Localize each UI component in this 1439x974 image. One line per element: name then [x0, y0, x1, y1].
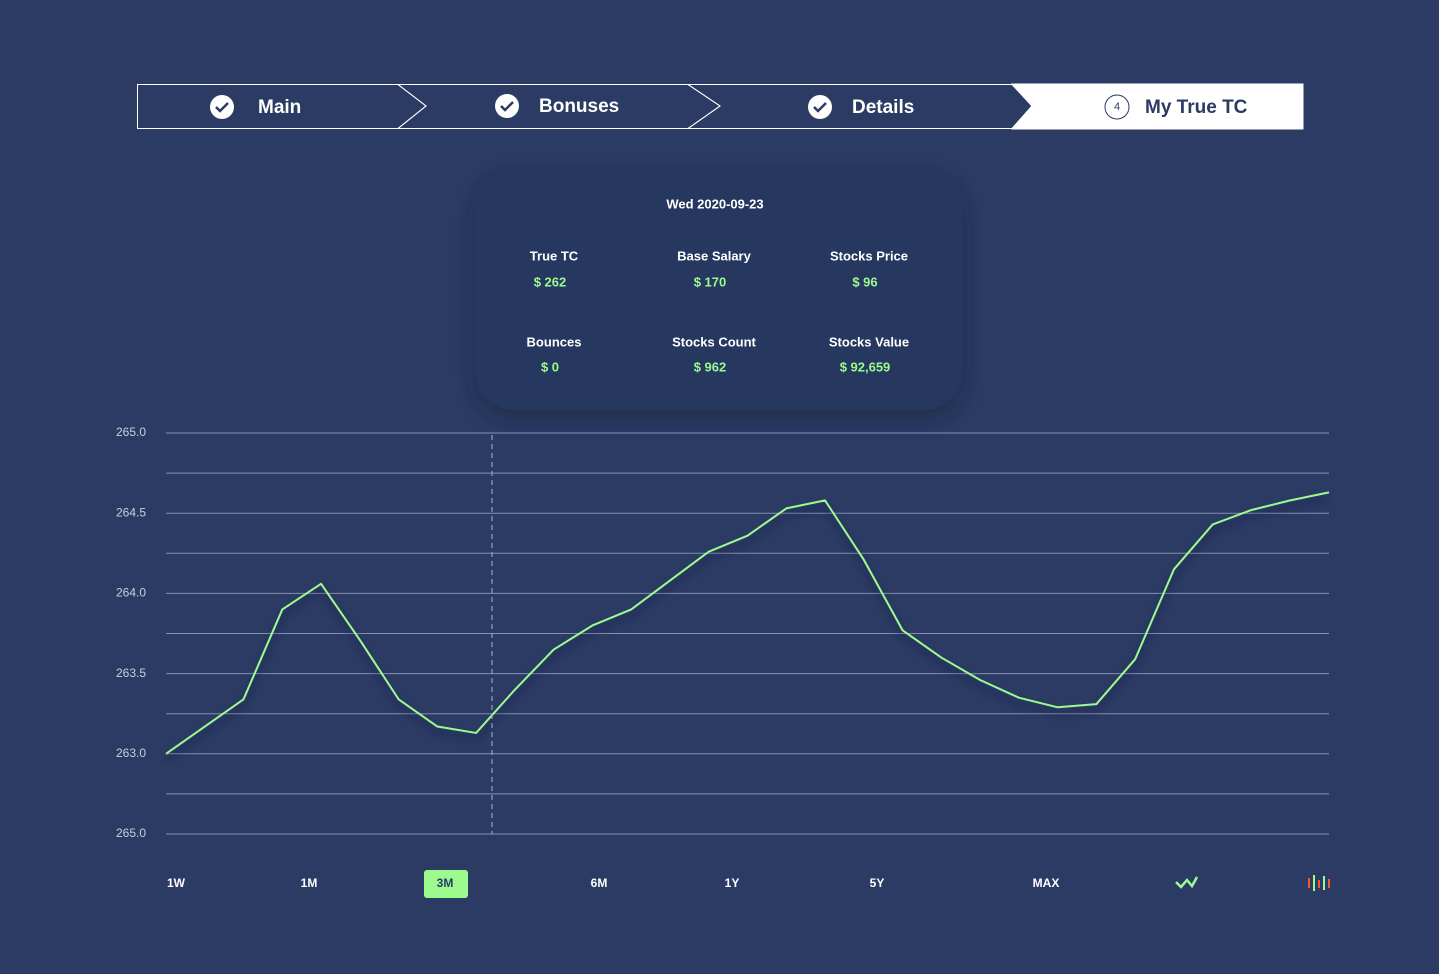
field-label: Stocks Price [830, 248, 908, 263]
tooltip-date: Wed 2020-09-23 [666, 196, 763, 211]
field-value: $ 262 [534, 274, 567, 289]
check-icon [495, 94, 519, 118]
y-tick-label: 264.0 [116, 586, 146, 600]
y-tick-label: 264.5 [116, 505, 146, 519]
tooltip-fields: True TC $ 262 Base Salary $ 170 Stocks Price… [527, 248, 910, 374]
step-active[interactable] [1010, 83, 1304, 130]
check-icons [210, 94, 1130, 120]
candle [1318, 880, 1320, 888]
field-value: $ 96 [852, 274, 877, 289]
check-icon [210, 95, 234, 119]
range-buttons: 1W 1M 3M 6M 1Y 5Y MAX [167, 876, 1059, 890]
tooltip-card [475, 168, 963, 410]
field-value: $ 170 [694, 274, 727, 289]
check-mark [813, 102, 827, 113]
range-button[interactable]: 5Y [870, 876, 885, 890]
step-number-circle [1104, 94, 1130, 120]
active-range-bg [424, 870, 468, 898]
range-button[interactable]: 6M [591, 876, 608, 890]
field-label: Base Salary [677, 248, 751, 263]
step-label: Bonuses [539, 96, 619, 117]
y-bottom-label: 265.0 [116, 826, 146, 840]
field-label: True TC [530, 248, 579, 263]
candle [1308, 878, 1310, 888]
range-button[interactable]: 1W [167, 876, 186, 890]
candle [1313, 875, 1315, 891]
candle [1328, 879, 1330, 888]
y-tick-label: 263.5 [116, 666, 146, 680]
check-icon [808, 95, 832, 119]
field-value: $ 962 [694, 359, 727, 374]
candle-chart-icon[interactable] [1308, 875, 1330, 891]
y-tick-label: 263.0 [116, 746, 146, 760]
step-number: 4 [1114, 101, 1120, 113]
line-chart-icon[interactable] [1175, 876, 1199, 889]
candle [1323, 876, 1325, 890]
step-label: Details [852, 97, 914, 118]
field-label: Stocks Value [829, 334, 909, 349]
field-value: $ 0 [541, 359, 559, 374]
range-button[interactable]: MAX [1033, 876, 1060, 890]
y-tick-label: 265.0 [116, 425, 146, 439]
check-mark [215, 102, 229, 113]
range-button[interactable]: 1M [301, 876, 318, 890]
field-label: Bounces [527, 334, 582, 349]
step-label: Main [258, 97, 301, 118]
step-label: My True TC [1145, 97, 1248, 118]
field-label: Stocks Count [672, 334, 756, 349]
data-line [165, 491, 1330, 755]
field-value: $ 92,659 [840, 359, 891, 374]
chart: 265.0 264.5 264.0 263.5 263.0 265.0 [116, 425, 1330, 840]
range-button[interactable]: 3M [437, 876, 454, 890]
check-mark [500, 101, 514, 112]
stepper [137, 83, 1304, 130]
range-button[interactable]: 1Y [725, 876, 740, 890]
